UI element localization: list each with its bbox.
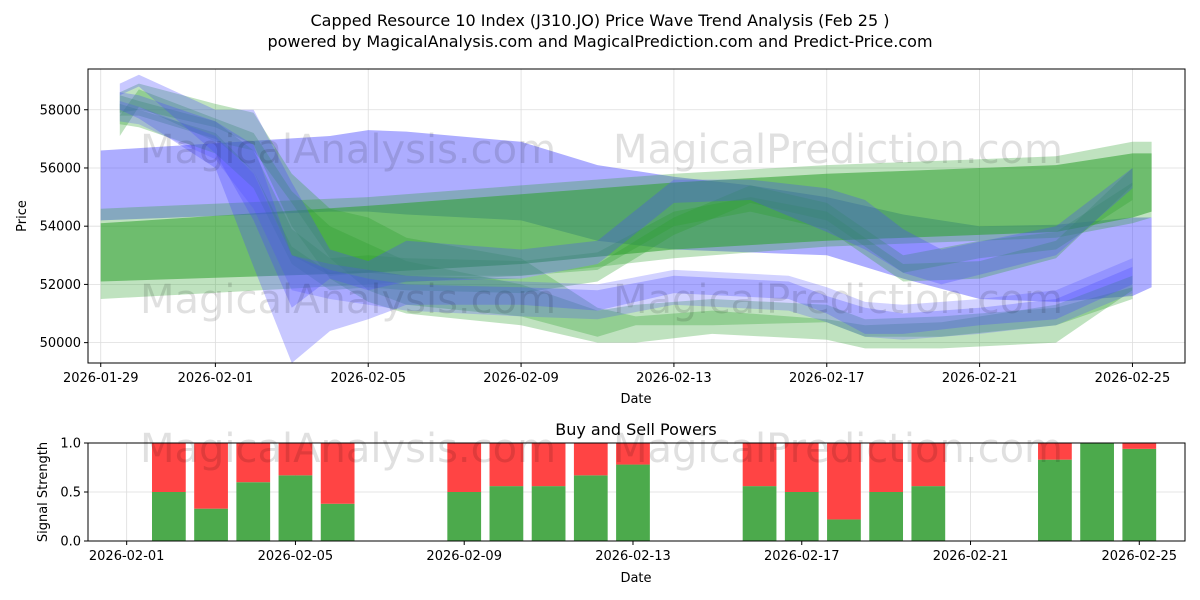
signal-x-tick-label: 2026-02-05 [258,549,334,564]
sell-bar [573,443,608,476]
sell-bar [531,443,566,487]
buy-bar [320,503,355,541]
signal-y-tick-label: 1.0 [60,437,81,452]
price-x-tick-label: 2026-02-01 [178,371,254,386]
watermark-mid-left: MagicalAnalysis.com [140,277,556,323]
buy-bar [236,482,271,541]
wave-band-9 [119,92,1133,363]
chart-title-line2: powered by MagicalAnalysis.com and Magic… [267,32,932,51]
price-bands [100,74,1152,363]
price-x-tick-label: 2026-02-21 [942,371,1018,386]
price-y-axis-label: Price [15,200,30,232]
signal-bars [151,443,1157,541]
signal-x-tick-label: 2026-02-25 [1102,549,1178,564]
wave-band-8 [119,74,1133,308]
watermark-top-left: MagicalAnalysis.com [140,127,556,173]
price-x-tick-label: 2026-02-05 [330,371,406,386]
sell-bar [742,443,777,487]
buy-bar [531,486,566,541]
price-x-tick-label: 2026-02-17 [789,371,865,386]
price-x-axis-label: Date [620,392,651,407]
wave-band-10 [119,101,1133,340]
buy-bar [784,492,819,541]
buy-bar [1080,443,1114,541]
buy-bar [194,508,228,541]
sell-bar [278,443,313,476]
watermark-bottom-right: MagicalPrediction.com [613,426,1063,472]
price-x-tick-label: 2026-02-13 [636,371,712,386]
price-y-tick-label: 56000 [40,161,81,176]
wave-band-2 [100,153,1152,282]
price-y-tick-label: 58000 [40,103,81,118]
sell-bar [489,443,524,487]
price-wave-panel: MagicalAnalysis.com MagicalPrediction.co… [15,68,1186,407]
wave-band-4 [119,83,1133,349]
signal-x-tick-label: 2026-02-21 [933,549,1009,564]
buy-sell-title: Buy and Sell Powers [555,420,717,439]
signal-x-tick-label: 2026-02-01 [89,549,165,564]
buy-bar [1038,459,1072,541]
watermark-mid-right: MagicalPrediction.com [613,277,1063,323]
watermark-bottom-left: MagicalAnalysis.com [140,426,556,472]
price-panel-frame [87,68,1186,364]
sell-bar [869,443,904,492]
price-axes: 2026-01-29 2026-02-01 2026-02-05 2026-02-09… [40,103,1171,386]
signal-x-axis-label: Date [620,571,651,586]
sell-bar [911,443,946,487]
buy-bar [278,475,313,541]
buy-bar [869,492,904,541]
buy-bar [573,475,608,541]
wave-band-6 [119,95,1133,282]
price-x-tick-label: 2026-01-29 [63,371,139,386]
sell-bar [1122,443,1157,449]
price-x-tick-label: 2026-02-25 [1095,371,1171,386]
buy-bar [489,486,524,541]
price-x-tick-label: 2026-02-09 [483,371,559,386]
signal-x-tick-label: 2026-02-09 [426,549,502,564]
signal-x-tick-label: 2026-02-13 [595,549,671,564]
sell-bar [194,443,228,509]
signal-axes: 2026-02-01 2026-02-05 2026-02-09 2026-02-13… [60,437,1177,565]
sell-bar [784,443,819,492]
buy-bar [742,486,777,541]
wave-band-5 [119,89,1133,337]
watermark-top-right: MagicalPrediction.com [613,127,1063,173]
sell-bar [447,443,482,492]
signal-y-tick-label: 0.0 [60,535,81,550]
buy-bar [151,492,186,541]
wave-band-7 [119,103,1133,294]
signal-x-tick-label: 2026-02-17 [764,549,840,564]
sell-bar [151,443,186,492]
buy-bar [911,486,946,541]
sell-bar [827,443,861,520]
price-y-tick-label: 54000 [40,220,81,235]
price-y-tick-label: 52000 [40,278,81,293]
signal-y-axis-label: Signal Strength [36,442,51,542]
buy-sell-panel: Buy and Sell Powers MagicalAnalysis.com … [36,420,1186,586]
sell-bar [616,443,650,465]
buy-bar [827,519,861,541]
sell-bar [1038,443,1072,460]
chart-title-line1: Capped Resource 10 Index (J310.JO) Price… [311,11,890,30]
wave-band-3 [100,141,1152,299]
sell-bar [236,443,271,483]
buy-bar [1122,448,1157,541]
signal-y-tick-label: 0.5 [60,486,81,501]
sell-bar [320,443,355,504]
buy-bar [447,492,482,541]
price-y-tick-label: 50000 [40,336,81,351]
buy-bar [616,464,650,541]
